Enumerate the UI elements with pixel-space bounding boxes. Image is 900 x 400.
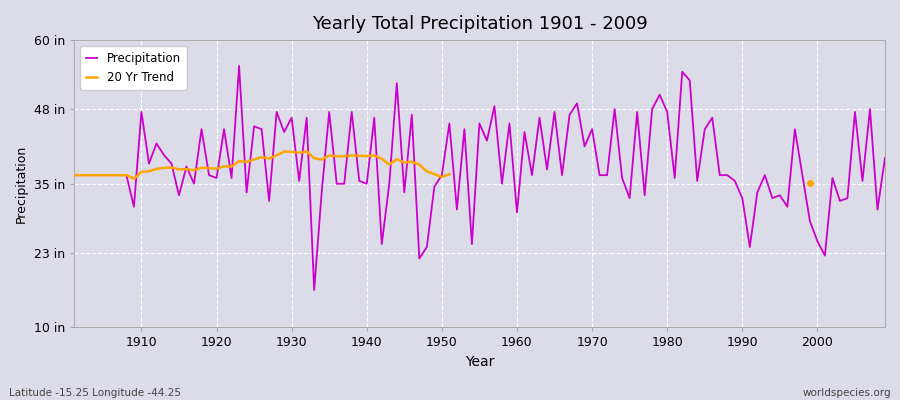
Y-axis label: Precipitation: Precipitation <box>15 145 28 223</box>
Precipitation <box>302 115 312 120</box>
Line: Precipitation: Precipitation <box>74 66 885 290</box>
Title: Yearly Total Precipitation 1901 - 2009: Yearly Total Precipitation 1901 - 2009 <box>311 15 647 33</box>
Precipitation <box>129 204 140 209</box>
20 Yr Trend <box>68 173 79 178</box>
X-axis label: Year: Year <box>464 355 494 369</box>
Precipitation <box>234 64 245 68</box>
20 Yr Trend <box>129 176 140 181</box>
Precipitation <box>616 176 627 180</box>
20 Yr Trend <box>293 150 304 155</box>
Precipitation <box>526 173 537 178</box>
Line: 20 Yr Trend: 20 Yr Trend <box>74 152 449 179</box>
Precipitation <box>354 178 364 183</box>
Precipitation <box>879 156 890 160</box>
Text: Latitude -15.25 Longitude -44.25: Latitude -15.25 Longitude -44.25 <box>9 388 181 398</box>
Precipitation <box>68 173 79 178</box>
20 Yr Trend <box>338 154 349 159</box>
Precipitation <box>519 130 530 134</box>
Legend: Precipitation, 20 Yr Trend: Precipitation, 20 Yr Trend <box>80 46 187 90</box>
Text: worldspecies.org: worldspecies.org <box>803 388 891 398</box>
Precipitation <box>309 288 320 292</box>
